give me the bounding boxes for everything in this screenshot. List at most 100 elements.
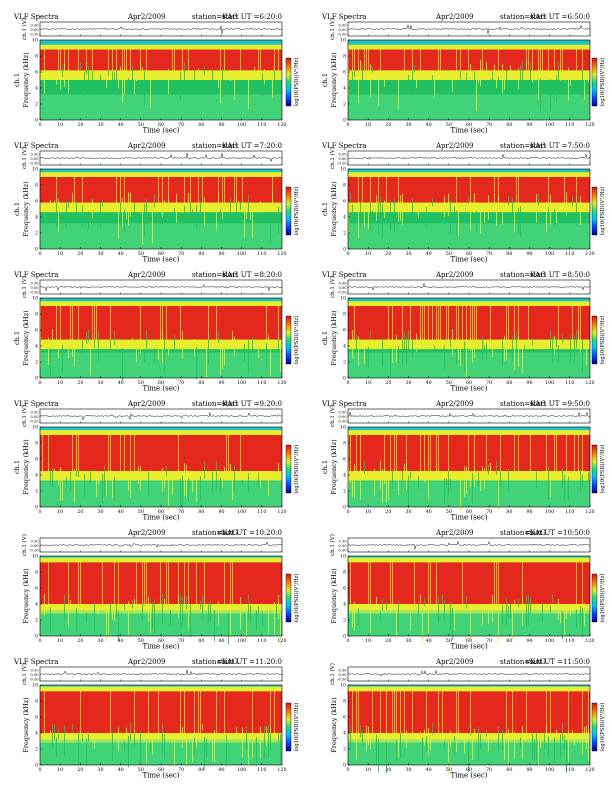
spectrogram-low-band [348, 481, 590, 507]
spectrogram-streak [520, 737, 521, 750]
spectrogram-streak [544, 732, 545, 751]
spectrogram-streak [392, 562, 393, 604]
spectrogram-streak [588, 75, 589, 83]
spectrogram-streak [56, 306, 57, 340]
spectrogram-high-band [40, 177, 282, 203]
spectrogram-mid-band-lower [348, 604, 590, 614]
spectrogram-streak [580, 344, 581, 353]
spectrogram-streak [136, 346, 137, 363]
spectrogram-streak [508, 468, 509, 491]
spectrogram-streak [526, 691, 527, 733]
spectrogram-streak [386, 741, 387, 773]
spectrogram-streak [546, 691, 547, 733]
spectrogram-streak [552, 472, 553, 480]
panel-title: VLF Spectra [321, 400, 366, 408]
colorbar-tick: - [293, 57, 295, 62]
spectrogram-streak [560, 734, 561, 759]
spectrogram-streak [416, 74, 417, 88]
spectrogram-streak [438, 435, 439, 471]
spectrogram-streak [224, 49, 225, 71]
waveform-ytick: -0.30 [337, 291, 347, 295]
spectrogram-streak [358, 608, 359, 624]
time-axis-label: Time (sec) [142, 256, 179, 264]
spectrogram-streak [162, 467, 163, 492]
freq-axis-label: Frequency (kHz) [330, 52, 338, 108]
freq-tick-label: 4 [35, 473, 38, 479]
spectrogram-streak [278, 49, 279, 71]
spectrogram-streak [386, 177, 387, 203]
spectrogram-streak [74, 469, 75, 504]
spectrogram-streak [122, 49, 123, 71]
spectrogram-streak [196, 732, 197, 749]
panel-station: station=KAG [500, 529, 546, 537]
time-tick-label: 30 [405, 380, 411, 386]
spectrogram-streak [254, 66, 255, 76]
spectrogram-streak [250, 211, 251, 221]
spectrogram-streak [498, 49, 499, 71]
spectrogram-streak [184, 562, 185, 604]
spectrogram-streak [350, 192, 351, 202]
spectrogram-streak [540, 49, 541, 71]
spectrogram-streak [470, 471, 471, 488]
spectrogram-streak [404, 691, 405, 733]
spectrogram-streak [114, 476, 115, 501]
spectrogram-streak [356, 334, 357, 352]
spectrogram-streak [356, 730, 357, 760]
spectrogram-streak [80, 691, 81, 733]
spectrogram-streak [454, 609, 455, 631]
freq-axis-label: Frequency (kHz) [22, 697, 30, 753]
freq-axis-label: Frequency (kHz) [330, 697, 338, 753]
spectrogram-streak [208, 331, 209, 365]
spectrogram-streak [582, 736, 583, 756]
freq-axis-label: Frequency (kHz) [330, 439, 338, 495]
spectrogram-streak [376, 195, 377, 221]
spectrogram-streak [196, 346, 197, 380]
spectrogram-streak [78, 306, 79, 340]
spectrogram-streak [64, 594, 65, 618]
spectrogram-streak [110, 602, 111, 615]
spectrogram-streak [162, 331, 163, 363]
spectrogram-streak [370, 202, 371, 231]
spectrogram-streak [76, 435, 77, 471]
spectrogram [40, 685, 282, 770]
spectrogram-streak [146, 740, 147, 763]
spectrogram-streak [222, 177, 223, 203]
spectrogram-streak [494, 562, 495, 604]
time-tick-label: 40 [426, 509, 432, 515]
spectrogram-streak [540, 78, 541, 111]
spectrogram-streak [512, 335, 513, 360]
spectrogram-streak [70, 600, 71, 609]
spectrogram-streak [554, 209, 555, 228]
spectrogram-streak [580, 306, 581, 340]
spectrogram-streak [510, 65, 511, 75]
time-tick-label: 10 [365, 767, 371, 773]
spectrogram-streak [154, 599, 155, 633]
spectrogram-streak [486, 343, 487, 361]
panel-station: station=KAG [192, 658, 238, 666]
spectrogram-streak [258, 472, 259, 487]
spectrogram-streak [536, 470, 537, 489]
spectrogram-streak [358, 205, 359, 239]
spectrogram-streak [48, 337, 49, 365]
time-tick-label: 30 [97, 638, 103, 644]
spectrogram-streak [240, 201, 241, 210]
spectrogram-streak [440, 49, 441, 71]
spectrogram-streak [416, 333, 417, 352]
time-tick-label: 90 [526, 380, 532, 386]
spectrogram-streak [144, 348, 145, 363]
spectrogram-streak [184, 463, 185, 497]
spectrogram-streak [396, 605, 397, 636]
waveform-ytick: -0.30 [337, 549, 347, 553]
spectrogram-streak [360, 435, 361, 471]
time-axis-label: Time (sec) [450, 643, 487, 651]
spectrogram-streak [390, 347, 391, 376]
spectrogram-streak [112, 477, 113, 499]
waveform-ytick: 0.00 [30, 28, 39, 32]
spectrogram-streak [230, 73, 231, 81]
colorbar [285, 702, 292, 752]
time-tick-label: 120 [277, 251, 286, 257]
spectrogram-low-band [348, 610, 590, 636]
spectrogram-streak [56, 177, 57, 203]
spectrogram-streak [242, 727, 243, 757]
